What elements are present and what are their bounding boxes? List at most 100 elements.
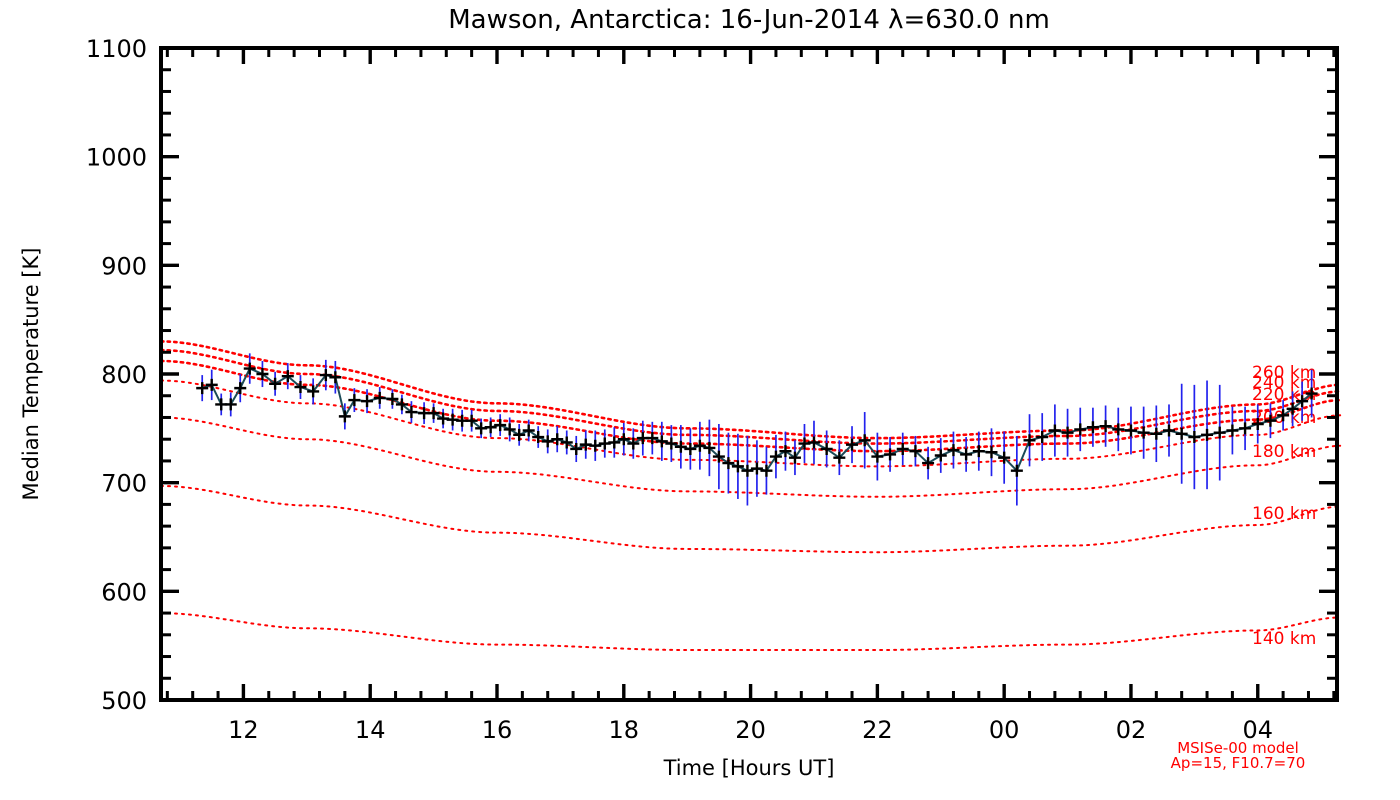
data-point (731, 460, 744, 473)
x-tick-label: 18 (609, 716, 640, 744)
data-point (361, 395, 374, 408)
altitude-label: 260 km (1252, 363, 1316, 383)
data-point (1175, 427, 1188, 440)
data-point (608, 436, 621, 449)
data-point (1099, 420, 1112, 433)
data-point (769, 450, 782, 463)
x-tick-label: 14 (355, 716, 386, 744)
data-point (750, 462, 763, 475)
model-curve-200-km (160, 379, 1342, 468)
data-point (205, 378, 218, 391)
data-point (760, 464, 773, 477)
data-point (655, 435, 668, 448)
data-point (998, 451, 1011, 464)
y-tick-label: 900 (101, 252, 147, 280)
data-point (348, 394, 361, 407)
data-point (494, 419, 507, 432)
data-point (405, 406, 418, 419)
data-point (1086, 421, 1099, 434)
data-point (570, 442, 583, 455)
data-point (484, 421, 497, 434)
data-point (985, 446, 998, 459)
data-point (1150, 427, 1163, 440)
data-point (1048, 424, 1061, 437)
axis-ticks (161, 46, 1337, 702)
data-point (934, 449, 947, 462)
data-point (1201, 428, 1214, 441)
chart-title: Mawson, Antarctica: 16-Jun-2014 λ=630.0 … (448, 5, 1050, 35)
data-point (234, 382, 247, 395)
data-point (319, 369, 332, 382)
data-point (779, 445, 792, 458)
data-point (281, 370, 294, 383)
data-point (560, 436, 573, 449)
data-point (674, 440, 687, 453)
data-point (712, 450, 725, 463)
model-curve-140-km (160, 612, 1342, 652)
data-point (338, 410, 351, 423)
data-point (884, 448, 897, 461)
data-point (1188, 431, 1201, 444)
data-point (846, 438, 859, 451)
data-point (551, 433, 564, 446)
y-tick-label: 600 (101, 578, 147, 606)
data-point (1239, 422, 1252, 435)
data-point (1023, 434, 1036, 447)
data-point (465, 414, 478, 427)
data-point (1264, 414, 1277, 427)
data-point (1074, 423, 1087, 436)
data-point (386, 392, 399, 405)
data-point (1251, 417, 1264, 430)
data-point (269, 377, 282, 390)
data-point (532, 431, 545, 444)
data-point (646, 432, 659, 445)
model-curve-160-km (160, 484, 1342, 554)
x-tick-label: 20 (735, 716, 766, 744)
data-point (788, 451, 801, 464)
data-point (820, 442, 833, 455)
data-point (1213, 426, 1226, 439)
x-tick-label: 16 (482, 716, 513, 744)
data-point (693, 439, 706, 452)
x-tick-label: 22 (862, 716, 893, 744)
y-tick-label: 1100 (86, 35, 147, 63)
data-point (665, 437, 678, 450)
altitude-label: 140 km (1252, 629, 1316, 649)
y-tick-label: 700 (101, 470, 147, 498)
data-point (294, 381, 307, 394)
data-point (256, 368, 269, 380)
data-point (541, 435, 554, 448)
x-tick-label: 02 (1116, 716, 1147, 744)
y-tick-label: 500 (101, 687, 147, 715)
data-point (513, 428, 526, 441)
axis-tick-labels: 500 600 700 800 900 1000 1100 12 14 16 18 20 22 00 02 0… (86, 35, 1273, 744)
data-point (909, 445, 922, 458)
data-point (741, 464, 754, 477)
data-point (307, 385, 320, 398)
model-name: MSISe-00 model (1177, 739, 1299, 757)
data-point (1124, 424, 1137, 437)
data-point (922, 457, 935, 470)
data-point (1137, 426, 1150, 439)
data-point (947, 444, 960, 457)
data-point (722, 457, 735, 470)
data-point (684, 442, 697, 455)
data-point (329, 371, 342, 384)
y-tick-label: 800 (101, 361, 147, 389)
altitude-label: 240 km (1252, 373, 1316, 393)
x-tick-label: 04 (1242, 716, 1273, 744)
data-point (395, 398, 408, 411)
altitude-label: 180 km (1252, 442, 1316, 462)
data-point (196, 382, 209, 395)
data-point (1163, 424, 1175, 437)
data-point (1112, 423, 1125, 436)
data-point (1296, 395, 1309, 408)
x-axis-label: Time [Hours UT] (663, 756, 835, 780)
data-point (703, 441, 716, 454)
model-curve-180-km (160, 416, 1342, 498)
data-point (243, 362, 256, 375)
data-point (1061, 426, 1074, 439)
data-point (1286, 402, 1299, 415)
